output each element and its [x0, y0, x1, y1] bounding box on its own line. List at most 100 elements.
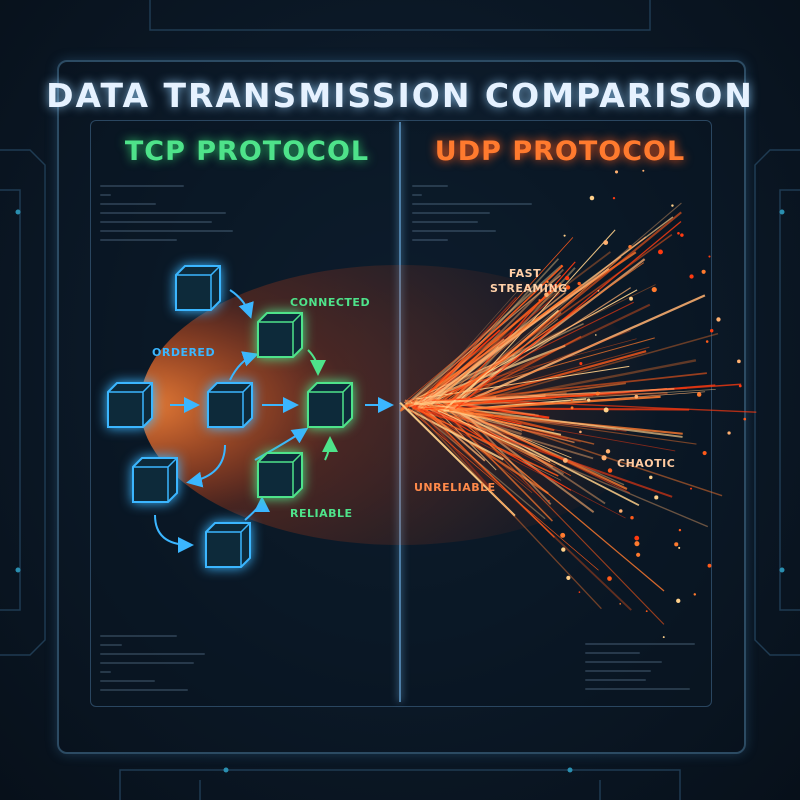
- particle-stream-icon: [414, 265, 564, 406]
- label-reliable: RELIABLE: [290, 507, 353, 520]
- arrow-icon: [186, 444, 226, 488]
- particle-dot: [630, 515, 634, 520]
- particle-dot: [578, 591, 581, 593]
- particle-stream-icon: [435, 407, 522, 436]
- particle-dot: [538, 299, 541, 302]
- particle-dot: [579, 361, 583, 366]
- particle-stream-icon: [458, 332, 719, 408]
- particle-stream-icon: [443, 402, 723, 497]
- particle-dot: [544, 292, 549, 297]
- packet-cube-icon: [132, 457, 178, 503]
- packet-cube-icon: [207, 382, 253, 428]
- arrow-icon: [154, 514, 194, 553]
- particle-stream-icon: [417, 406, 632, 611]
- particle-stream-icon: [445, 404, 565, 476]
- particle-dot: [696, 392, 702, 397]
- particle-dot: [634, 541, 640, 547]
- particle-dot: [565, 285, 571, 290]
- particle-stream-icon: [442, 303, 651, 405]
- particle-stream-icon: [416, 365, 630, 400]
- particle-dot: [651, 286, 657, 293]
- particle-dot: [716, 317, 721, 322]
- particle-dot: [705, 340, 709, 343]
- label-chaotic: CHAOTIC: [617, 457, 676, 470]
- particle-dot: [612, 196, 616, 200]
- particle-dot: [743, 417, 747, 421]
- arrow-icon: [229, 351, 259, 381]
- particle-dot: [603, 407, 609, 413]
- arrow-icon: [254, 427, 309, 461]
- particle-dot: [559, 282, 562, 285]
- packet-cube-icon: [257, 452, 303, 498]
- particle-dot: [689, 274, 694, 279]
- particle-stream-icon: [454, 410, 640, 507]
- particle-dot: [563, 234, 566, 237]
- label-ordered: ORDERED: [152, 346, 216, 359]
- particle-dot: [577, 281, 581, 286]
- code-snippet-decoration: [412, 178, 532, 248]
- particle-stream-icon: [414, 329, 567, 403]
- particle-stream-icon: [407, 404, 673, 498]
- particle-dot: [589, 195, 595, 201]
- particle-dot: [676, 598, 681, 603]
- particle-stream-icon: [420, 401, 533, 494]
- particle-dot: [570, 406, 574, 410]
- particle-stream-icon: [454, 221, 682, 410]
- particle-stream-icon: [404, 399, 602, 610]
- particle-stream-icon: [417, 388, 716, 409]
- particle-dot: [708, 255, 711, 258]
- arrow-icon: [244, 496, 270, 521]
- particle-dot: [671, 204, 674, 207]
- particle-dot: [607, 576, 612, 581]
- particle-dot: [693, 593, 697, 596]
- particle-dot: [649, 475, 653, 480]
- particle-stream-icon: [400, 251, 611, 411]
- particle-stream-icon: [437, 410, 551, 463]
- particle-stream-icon: [415, 400, 595, 445]
- particle-stream-icon: [447, 287, 632, 407]
- particle-stream-icon: [446, 403, 628, 490]
- particle-dot: [562, 458, 568, 463]
- particle-stream-icon: [455, 388, 687, 401]
- particle-stream-icon: [436, 329, 632, 406]
- packet-cube-icon: [307, 382, 353, 428]
- udp-title: UDP PROTOCOL: [434, 136, 686, 167]
- particle-stream-icon: [407, 408, 504, 461]
- particle-dot: [628, 244, 632, 249]
- particle-dot: [619, 603, 622, 605]
- code-snippet-decoration: [585, 636, 695, 697]
- particle-dot: [654, 495, 659, 500]
- particle-dot: [738, 384, 742, 388]
- particle-stream-icon: [452, 400, 552, 505]
- particle-dot: [678, 528, 682, 532]
- label-fast-streaming: FAST STREAMING: [490, 266, 567, 296]
- packet-cube-icon: [257, 312, 303, 358]
- particle-dot: [701, 269, 706, 274]
- particle-dot: [597, 289, 600, 292]
- particle-dot: [546, 280, 549, 283]
- particle-dot: [548, 500, 550, 502]
- particle-stream-icon: [412, 296, 517, 411]
- packet-cube-icon: [107, 382, 153, 428]
- particle-dot: [678, 546, 681, 549]
- particle-dot: [605, 449, 611, 454]
- particle-dot: [727, 431, 731, 435]
- code-snippet-decoration: [100, 628, 210, 698]
- particle-dot: [560, 532, 566, 538]
- particle-dot: [707, 563, 712, 568]
- particle-dot: [560, 264, 563, 267]
- particle-stream-icon: [410, 291, 518, 412]
- particle-dot: [634, 394, 639, 399]
- particle-dot: [595, 391, 600, 396]
- particle-dot: [674, 542, 679, 547]
- page-title: DATA TRANSMISSION COMPARISON: [46, 76, 754, 115]
- particle-stream-icon: [445, 294, 706, 412]
- particle-dot: [587, 398, 591, 402]
- particle-stream-icon: [416, 409, 626, 519]
- particle-stream-icon: [454, 398, 757, 413]
- particle-dot: [710, 329, 714, 333]
- particle-dot: [579, 430, 582, 434]
- particle-dot: [601, 455, 607, 461]
